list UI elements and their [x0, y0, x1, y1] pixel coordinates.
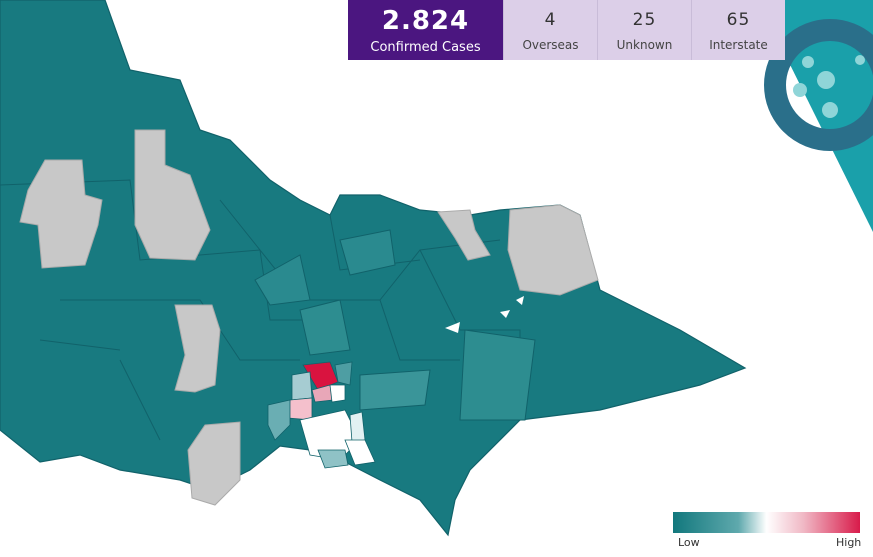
- no-data-region: [19, 129, 599, 506]
- stat-value: 4: [544, 10, 557, 30]
- confirmed-label: Confirmed Cases: [370, 40, 481, 55]
- confirmed-count: 2.824: [381, 6, 470, 36]
- confirmed-box: 2.824 Confirmed Cases: [348, 0, 503, 60]
- stat-cell: 25 Unknown: [597, 0, 691, 60]
- stat-value: 65: [726, 10, 751, 30]
- legend-gradient: [673, 512, 860, 533]
- legend-high: High: [836, 536, 862, 549]
- stat-cell: 4 Overseas: [503, 0, 597, 60]
- legend-low: Low: [678, 536, 700, 549]
- lake: [445, 296, 524, 333]
- stat-label: Interstate: [709, 38, 768, 52]
- region: [254, 229, 536, 421]
- stat-cell: 65 Interstate: [691, 0, 785, 60]
- stat-label: Overseas: [522, 38, 579, 52]
- stats-bar: 2.824 Confirmed Cases 4 Overseas 25 Unkn…: [348, 0, 785, 60]
- stat-label: Unknown: [616, 38, 673, 52]
- stat-value: 25: [632, 10, 657, 30]
- virus-icon: [764, 19, 873, 151]
- metro-region: [267, 361, 376, 469]
